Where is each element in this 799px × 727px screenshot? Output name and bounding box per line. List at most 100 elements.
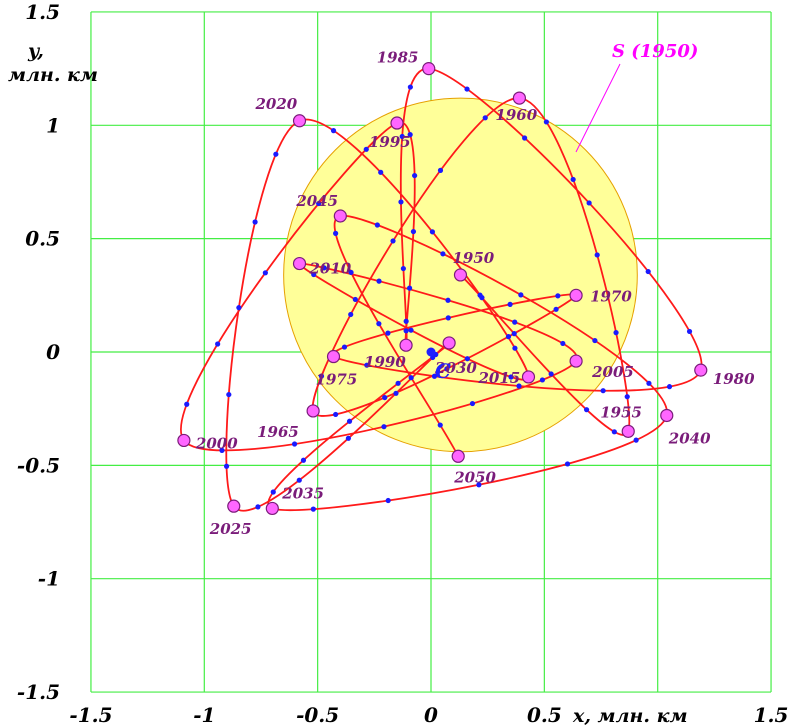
- y-tick-label: -1.5: [17, 680, 60, 704]
- year-labels: 1950 1955 1960 1965 1970 1975 1980 1985 1990 1995…: [195, 49, 755, 539]
- year-label-1950: 1950: [452, 249, 494, 267]
- trajectory-dot: [382, 394, 388, 401]
- year-marker-1995: [390, 116, 404, 130]
- trajectory-dot: [219, 447, 225, 453]
- year-label-2015: 2015: [477, 369, 520, 387]
- year-label-2010: 2010: [309, 260, 352, 278]
- trajectory-dot: [395, 380, 401, 386]
- trajectory-dot: [555, 293, 561, 299]
- year-label-2040: 2040: [668, 429, 711, 447]
- year-label-2020: 2020: [255, 95, 298, 113]
- trajectory-dot: [223, 463, 230, 469]
- trajectory-dot: [412, 172, 418, 179]
- year-marker-1990: [399, 338, 413, 352]
- year-label-1980: 1980: [713, 370, 755, 388]
- x-tick-label: 1.5: [754, 703, 789, 727]
- trajectory-dot: [624, 394, 630, 400]
- trajectory-dot: [381, 424, 387, 430]
- trajectory-dot: [548, 371, 554, 377]
- year-label-2035: 2035: [281, 484, 324, 502]
- year-label-2050: 2050: [453, 468, 496, 486]
- year-label-1965: 1965: [257, 423, 299, 441]
- sun-label-leader: [575, 63, 621, 153]
- trajectory-dot: [686, 328, 693, 335]
- year-markers: [177, 62, 708, 516]
- trajectory-dot: [666, 384, 673, 390]
- x-tick-label: 0: [424, 703, 438, 727]
- trajectory-dot: [518, 292, 524, 298]
- year-marker-1980: [694, 363, 708, 377]
- trajectory-dot: [543, 119, 549, 125]
- trajectory-dot: [348, 311, 354, 318]
- x-tick-label: -1.5: [69, 703, 112, 727]
- year-marker-2020: [292, 114, 307, 128]
- trajectory-dot: [476, 482, 482, 488]
- trajectory-dot: [469, 400, 476, 407]
- year-label-1985: 1985: [377, 49, 419, 67]
- trajectory-dot: [316, 200, 322, 207]
- year-label-1995: 1995: [369, 133, 411, 151]
- trajectory-dot: [364, 362, 370, 368]
- trajectory-dot: [445, 315, 451, 321]
- trajectory-dot: [255, 504, 261, 510]
- year-marker-1950: [453, 268, 468, 282]
- y-tick-labels: -1.5 -1 -0.5 0 0.5 1 1.5: [17, 0, 60, 704]
- year-label-2030: 2030: [434, 359, 477, 377]
- trajectory-dot: [560, 340, 566, 347]
- trajectory-dots: [184, 84, 693, 512]
- trajectory-dot: [310, 506, 316, 512]
- trajectory-dot: [592, 337, 598, 344]
- trajectory-dot: [385, 497, 391, 504]
- year-label-2005: 2005: [591, 363, 634, 381]
- trajectory-dot: [431, 373, 438, 379]
- year-marker-2000: [177, 433, 191, 448]
- y-axis-unit-label: млн. км: [8, 64, 98, 86]
- trajectory-dot: [262, 270, 268, 276]
- year-label-1955: 1955: [600, 403, 642, 421]
- trajectory-dot: [440, 251, 446, 257]
- trajectory-dot: [646, 380, 652, 386]
- year-marker-1985: [422, 62, 436, 76]
- trajectory-dot: [215, 341, 221, 347]
- trajectory-dot: [586, 200, 592, 206]
- trajectory-dot: [407, 84, 413, 90]
- trajectory-dot: [348, 269, 354, 276]
- year-marker-1975: [326, 349, 341, 364]
- trajectory-dot: [300, 457, 307, 463]
- sun-label: S (1950): [612, 41, 698, 62]
- y-axis-label: y,: [27, 40, 44, 62]
- trajectory-dot: [398, 199, 404, 205]
- trajectory-dot: [341, 344, 348, 350]
- trajectory-dot: [444, 366, 450, 372]
- trajectory-dot: [291, 441, 298, 447]
- trajectory-dot: [512, 319, 518, 325]
- trajectory-dot: [363, 146, 369, 152]
- year-marker-1970: [569, 288, 583, 302]
- year-marker-1960: [512, 91, 527, 105]
- trajectory-dot: [376, 321, 382, 327]
- trajectory-dot: [600, 388, 606, 394]
- trajectory-dot: [429, 229, 436, 235]
- y-tick-label: 1.5: [25, 0, 60, 24]
- trajectory-dot: [408, 327, 414, 333]
- trajectory-dot: [296, 477, 302, 483]
- year-label-2025: 2025: [209, 520, 252, 538]
- trajectory-dot: [633, 437, 639, 443]
- trajectory-dot: [553, 306, 559, 312]
- trajectory-dot: [345, 435, 351, 441]
- year-marker-2015: [521, 370, 536, 384]
- y-tick-label: 0.5: [25, 227, 60, 251]
- x-tick-labels: -1.5 -1 -0.5 0 0.5 1.5: [69, 703, 788, 727]
- year-label-1960: 1960: [495, 106, 537, 124]
- trajectory-dot: [252, 219, 258, 225]
- trajectory-dot: [376, 278, 382, 284]
- trajectory-dot: [333, 411, 339, 418]
- y-tick-label: 1: [46, 113, 60, 137]
- y-tick-label: -1: [38, 567, 60, 591]
- trajectory-dot: [270, 489, 276, 495]
- trajectory-dot: [321, 265, 327, 271]
- trajectory-dot: [184, 401, 190, 407]
- trajectory-dot: [330, 128, 337, 134]
- x-tick-label: -0.5: [296, 703, 339, 727]
- trajectory-dot: [464, 356, 470, 362]
